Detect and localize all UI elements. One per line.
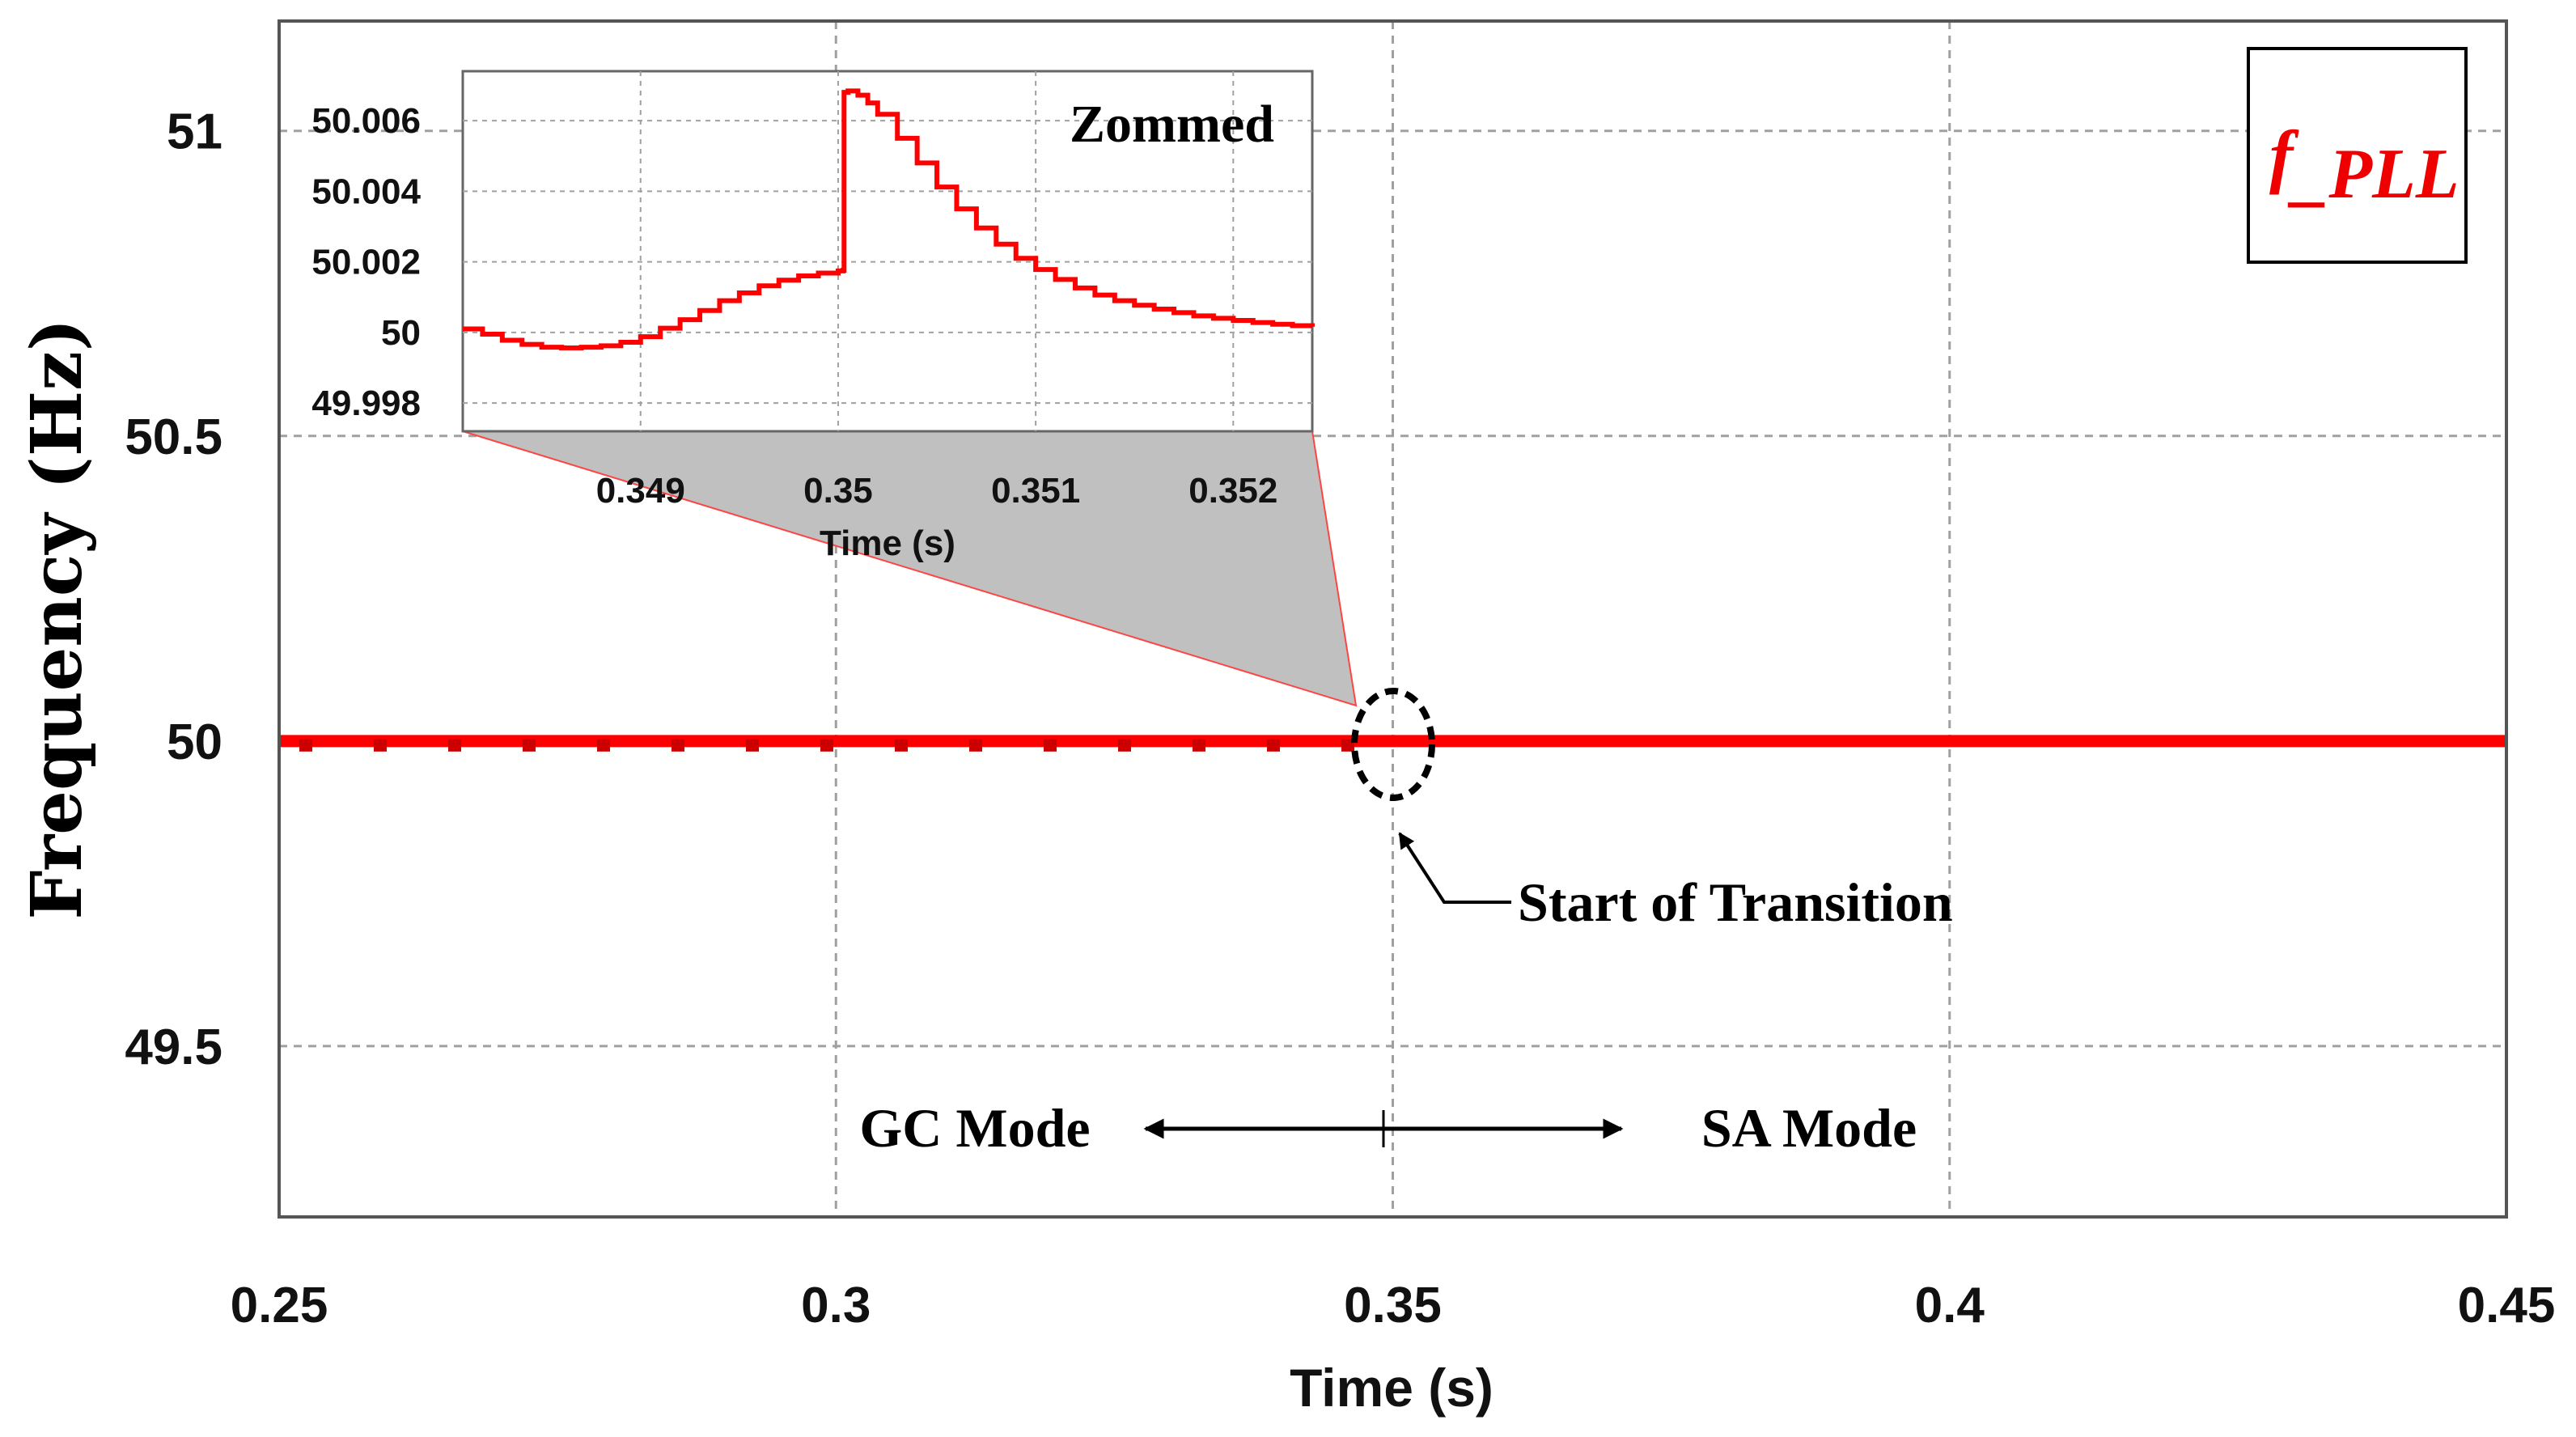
- x-axis-ticks: 0.25 0.3 0.35 0.4 0.45: [231, 1278, 2556, 1333]
- inset-x-tick-label: 0.352: [1188, 471, 1277, 511]
- y-tick-label: 49.5: [125, 1019, 222, 1075]
- inset-x-ticks: 0.349 0.35 0.351 0.352: [596, 471, 1278, 511]
- inset-y-tick-label: 50.004: [311, 172, 421, 211]
- inset-series: [463, 88, 1315, 351]
- y-tick-label: 50.5: [125, 409, 222, 465]
- x-axis-title: Time (s): [1290, 1358, 1493, 1418]
- plot-frame: [278, 19, 2508, 1219]
- transition-label: Start of Transition: [1518, 871, 1953, 933]
- x-tick-label: 0.4: [1915, 1278, 1985, 1333]
- series-notch: [299, 739, 312, 752]
- inset-grid: [463, 71, 1312, 431]
- inset-title: Zommed: [1070, 95, 1274, 154]
- series-notch: [448, 739, 461, 752]
- legend: f_PLL: [2247, 47, 2468, 264]
- legend-box: [2247, 47, 2468, 264]
- x-tick-label: 0.25: [231, 1278, 328, 1333]
- inset-y-ticks: 49.998 50 50.002 50.004 50.006: [311, 101, 421, 423]
- inset-y-tick-label: 50.006: [311, 101, 421, 141]
- transition-marker: [1351, 688, 1435, 801]
- y-tick-label: 51: [167, 104, 222, 160]
- series-notch: [1341, 739, 1354, 752]
- legend-label: f_PLL: [2269, 117, 2459, 214]
- inset-y-tick-label: 50: [381, 313, 421, 353]
- gc-mode-label: GC Mode: [859, 1097, 1090, 1159]
- series-notch: [597, 739, 610, 752]
- y-axis-title: Frequency (Hz): [16, 318, 98, 919]
- x-tick-label: 0.3: [801, 1278, 871, 1333]
- series-notch: [969, 739, 982, 752]
- inset-y-tick-label: 49.998: [311, 384, 421, 423]
- series-notch: [1193, 739, 1205, 752]
- series-notch: [895, 739, 908, 752]
- inset-x-axis-title: Time (s): [820, 524, 955, 563]
- series-notch: [1118, 739, 1131, 752]
- sa-mode-label: SA Mode: [1701, 1097, 1917, 1159]
- series-notch: [523, 739, 536, 752]
- inset-series-line: [463, 88, 1315, 351]
- series-notch: [820, 739, 833, 752]
- series-notch: [746, 739, 759, 752]
- inset-x-tick-label: 0.35: [803, 471, 873, 511]
- legend-label-subscript: _PLL: [2287, 135, 2459, 214]
- inset-y-tick-label: 50.002: [311, 243, 421, 282]
- series-notch: [672, 739, 684, 752]
- inset-panel: [461, 70, 1314, 433]
- series-notch: [374, 739, 387, 752]
- series-notch: [1267, 739, 1280, 752]
- x-tick-label: 0.45: [2458, 1278, 2556, 1333]
- inset-x-tick-label: 0.351: [991, 471, 1080, 511]
- series-notch: [1044, 739, 1057, 752]
- transition-leader: [1398, 832, 1511, 904]
- main-series: [279, 735, 2506, 752]
- y-axis-ticks: 49.5 50 50.5 51: [125, 104, 222, 1075]
- x-tick-label: 0.35: [1344, 1278, 1442, 1333]
- y-tick-label: 50: [167, 714, 222, 770]
- inset-x-tick-label: 0.349: [596, 471, 685, 511]
